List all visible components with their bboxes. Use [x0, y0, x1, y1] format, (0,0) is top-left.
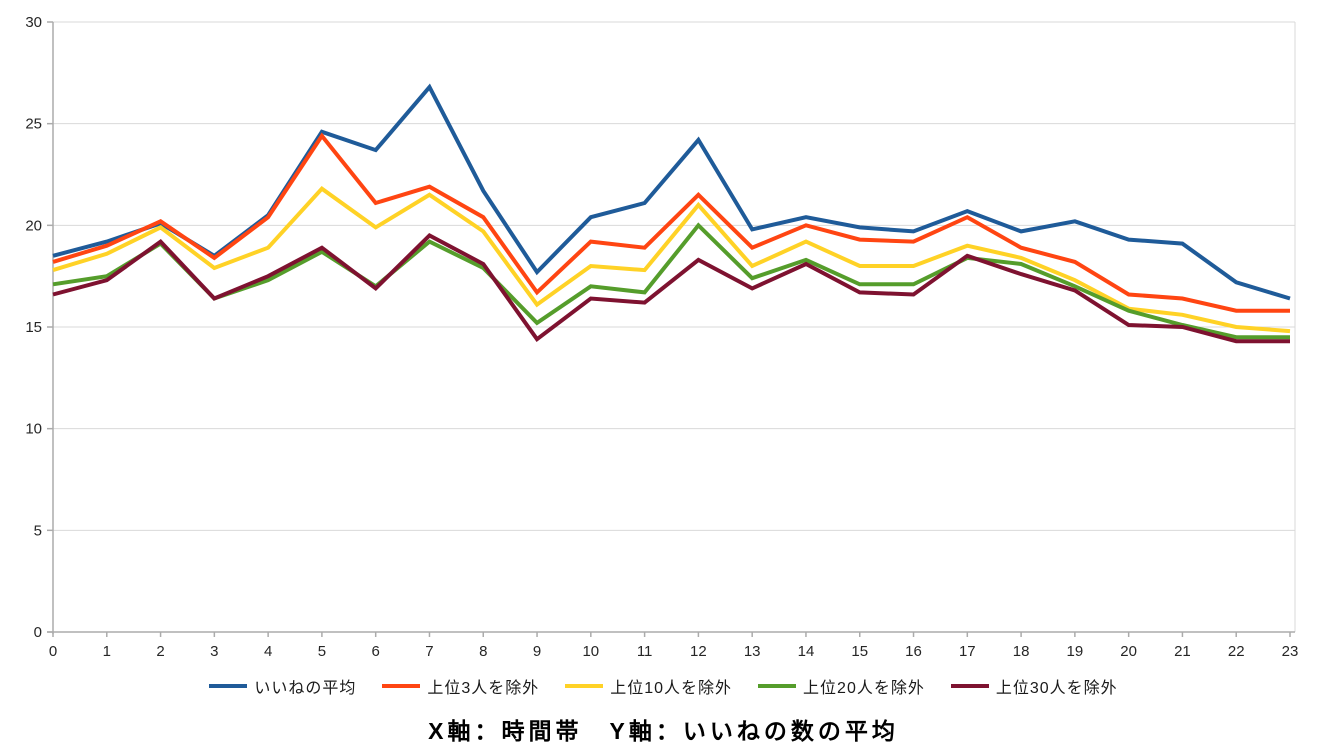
series-line-4	[52, 233, 1290, 344]
series-line-2	[52, 186, 1291, 334]
x-tick-label-15: 15	[851, 643, 868, 660]
legend-swatch-0	[209, 684, 248, 688]
y-tick-label-30: 30	[25, 14, 42, 31]
legend-swatch-1	[382, 684, 421, 688]
x-tick-label-3: 3	[210, 643, 218, 660]
legend-item-0: いいねの平均	[209, 674, 356, 698]
x-tick-label-8: 8	[479, 643, 487, 660]
legend-swatch-4	[950, 684, 989, 688]
x-tick-label-5: 5	[318, 643, 326, 660]
x-tick-label-12: 12	[690, 643, 707, 660]
x-tick-label-19: 19	[1067, 643, 1084, 660]
series-line-0	[52, 83, 1291, 301]
legend-label-0: いいねの平均	[254, 680, 357, 697]
legend-label-1: 上位3人を除外	[427, 680, 540, 697]
y-tick-label-5: 5	[34, 522, 42, 539]
legend-item-2: 上位10人を除外	[565, 674, 732, 698]
x-tick-label-21: 21	[1174, 643, 1191, 660]
x-tick-label-1: 1	[103, 643, 111, 660]
legend-swatch-2	[565, 684, 604, 688]
legend-item-3: 上位20人を除外	[758, 674, 925, 698]
x-tick-label-0: 0	[49, 643, 57, 660]
x-tick-label-22: 22	[1228, 643, 1245, 660]
x-tick-label-13: 13	[744, 643, 761, 660]
chart-legend: いいねの平均 上位3人を除外 上位10人を除外 上位20人を除外 上位30人を除外	[0, 674, 1327, 698]
y-tick-label-15: 15	[25, 319, 42, 336]
legend-label-4: 上位30人を除外	[995, 680, 1118, 697]
series-line-1	[52, 132, 1290, 313]
y-tick-label-10: 10	[25, 421, 42, 438]
x-tick-label-7: 7	[425, 643, 433, 660]
x-tick-label-16: 16	[905, 643, 922, 660]
y-tick-label-20: 20	[25, 217, 42, 234]
legend-label-2: 上位10人を除外	[610, 680, 733, 697]
x-tick-label-6: 6	[372, 643, 380, 660]
y-tick-label-0: 0	[34, 624, 42, 641]
x-tick-label-4: 4	[264, 643, 272, 660]
y-tick-label-25: 25	[25, 116, 42, 133]
x-tick-label-18: 18	[1013, 643, 1030, 660]
legend-label-3: 上位20人を除外	[803, 680, 925, 697]
legend-item-1: 上位3人を除外	[382, 674, 539, 698]
legend-swatch-3	[758, 684, 797, 688]
x-tick-label-14: 14	[798, 643, 815, 660]
x-tick-label-20: 20	[1120, 643, 1137, 660]
series-line-3	[52, 222, 1290, 340]
x-tick-label-9: 9	[533, 643, 541, 660]
x-tick-label-10: 10	[582, 643, 599, 660]
x-tick-label-2: 2	[156, 643, 164, 660]
x-tick-label-17: 17	[959, 643, 976, 660]
x-tick-label-23: 23	[1282, 643, 1299, 660]
axis-caption: X軸：時間帯 Y軸：いいねの数の平均	[428, 718, 899, 744]
legend-item-4: 上位30人を除外	[950, 674, 1118, 698]
x-tick-label-11: 11	[637, 643, 653, 660]
